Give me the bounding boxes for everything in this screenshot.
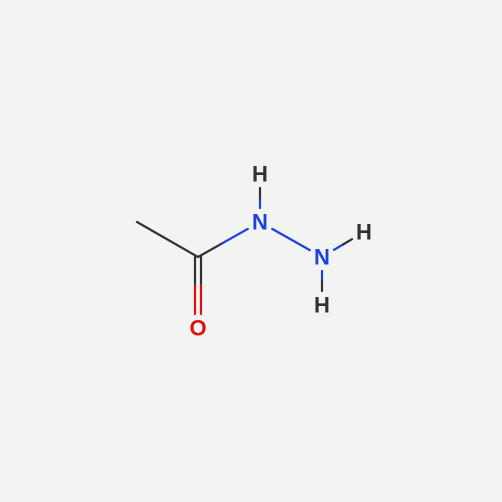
bond xyxy=(137,222,198,257)
atom-label-n: N xyxy=(314,245,330,270)
atom-label-n: N xyxy=(252,210,268,235)
bond xyxy=(198,229,248,257)
bond xyxy=(272,229,310,250)
atom-label-h: H xyxy=(314,293,330,318)
bond xyxy=(334,239,352,250)
atom-label-h: H xyxy=(252,162,268,187)
bond xyxy=(195,257,201,314)
molecule-diagram: ONHNHH xyxy=(0,0,502,502)
atom-label-h: H xyxy=(356,220,372,245)
atoms-layer: ONHNHH xyxy=(189,162,372,341)
atom-label-o: O xyxy=(189,316,206,341)
